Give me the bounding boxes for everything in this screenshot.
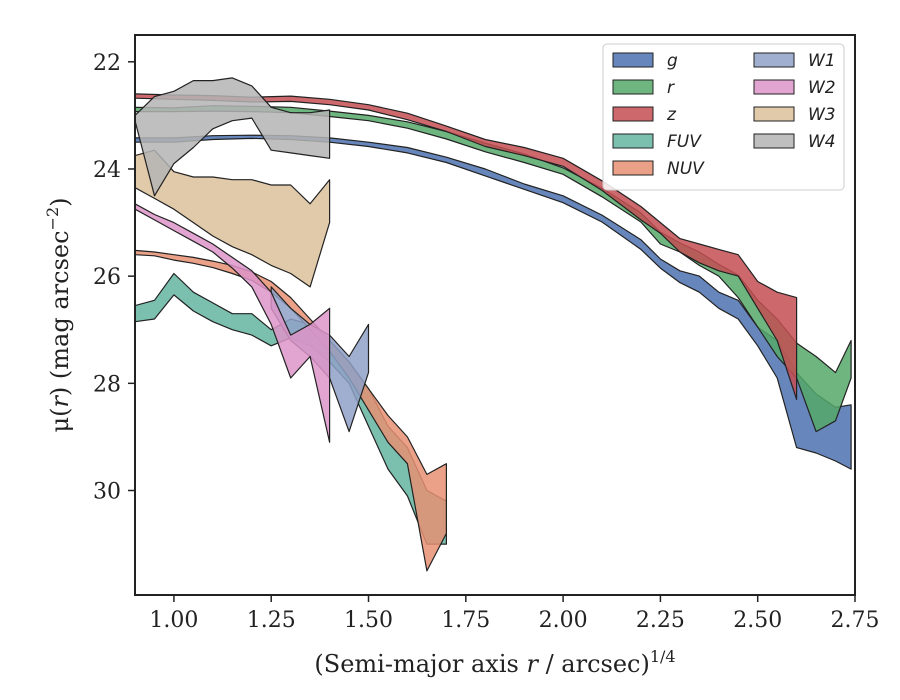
plot-frame [134,34,856,596]
y-axis-label: μ(r) (mag arcsec−2) [43,197,74,432]
band-w2 [135,203,331,443]
bands-layer [135,77,852,572]
x-tick-label: 2.50 [733,608,782,633]
x-tick-label: 1.25 [247,608,296,633]
legend-label-w1: W1 [808,51,836,71]
legend-swatch-nuv [612,160,654,176]
x-tick-label: 2.75 [831,608,880,633]
x-tick-label: 1.00 [149,608,198,633]
legend-swatch-z [612,106,654,122]
y-tick-label: 26 [93,265,121,290]
y-ticks: 22 24 26 28 30 [93,51,135,505]
legend-label-fuv: FUV [667,132,702,152]
legend-label-w3: W3 [808,105,836,125]
legend-swatch-w2 [753,79,795,95]
legend-label-w4: W4 [808,132,836,152]
y-tick-label: 22 [93,51,121,76]
legend-swatch-fuv [612,133,654,149]
x-tick-label: 2.00 [539,608,588,633]
legend-label-r: r [667,78,675,98]
legend-label-g: g [667,51,678,71]
legend-swatch-w4 [753,133,795,149]
legend-swatch-r [612,79,654,95]
band-w3 [135,149,331,288]
y-tick-label: 24 [93,158,121,183]
legend: grz FUV NUV W1 W2 W3 W4 [602,43,845,191]
legend-label-w2: W2 [808,78,836,98]
legend-swatch-w3 [753,106,795,122]
x-ticks: 1.00 1.25 1.50 1.75 2.00 2.25 2.50 2.75 [149,595,879,633]
legend-label-nuv: NUV [667,159,705,179]
x-axis-label: (Semi-major axis r / arcsec)1/4 [314,647,675,678]
y-tick-label: 28 [93,372,121,397]
legend-swatch-w1 [753,52,795,68]
y-tick-label: 30 [93,480,121,505]
legend-swatch-g [612,52,654,68]
legend-label-z: z [666,105,677,125]
band-g [135,134,852,470]
x-tick-label: 1.50 [344,608,393,633]
x-tick-label: 2.25 [636,608,685,633]
band-z [135,93,798,400]
band-w4 [135,77,331,197]
x-tick-label: 1.75 [441,608,490,633]
